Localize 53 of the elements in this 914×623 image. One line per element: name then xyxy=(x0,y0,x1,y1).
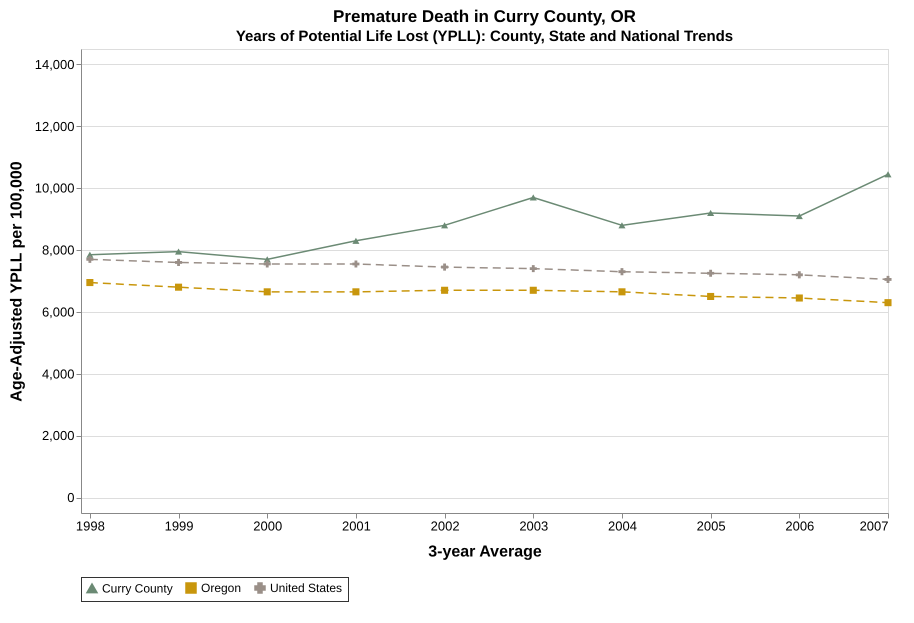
x-tick-label: 2002 xyxy=(430,518,460,534)
legend-label: United States xyxy=(270,581,342,595)
point xyxy=(175,258,182,266)
point xyxy=(441,222,448,228)
x-tick-label: 2003 xyxy=(519,518,548,534)
x-axis-title: 3-year Average xyxy=(428,544,542,560)
point xyxy=(884,299,892,306)
point xyxy=(352,238,360,244)
chart-subtitle: Years of Potential Life Lost (YPLL): County, State and National Trends xyxy=(236,28,734,45)
legend-label: Oregon xyxy=(201,581,242,595)
y-tick-label: 6,000 xyxy=(42,304,74,320)
point xyxy=(175,284,182,291)
point xyxy=(530,265,537,272)
x-tick-label: 1999 xyxy=(164,518,194,534)
point xyxy=(618,268,626,276)
point xyxy=(264,260,271,268)
y-axis-title: Age-Adjusted YPLL per 100,000 xyxy=(8,161,26,402)
point xyxy=(175,248,182,255)
point xyxy=(530,194,537,201)
y-tick-label: 10,000 xyxy=(34,180,74,196)
point xyxy=(530,286,537,294)
legend-label: Curry County xyxy=(102,581,173,596)
point xyxy=(707,210,714,216)
y-tick-label: 0 xyxy=(67,490,74,506)
x-tick-label: 2001 xyxy=(342,518,371,534)
point xyxy=(441,286,448,294)
point xyxy=(796,212,803,220)
y-tick-label: 4,000 xyxy=(42,366,74,382)
point xyxy=(796,294,803,302)
point xyxy=(86,256,94,263)
x-tick-label: 1998 xyxy=(76,518,105,534)
x-tick-label: 2004 xyxy=(608,518,637,534)
point xyxy=(707,270,714,277)
x-tick-label: 2007 xyxy=(860,518,888,534)
chart-title: Premature Death in Curry County, OR xyxy=(333,7,636,26)
point xyxy=(618,288,626,296)
point xyxy=(884,171,892,178)
y-tick-label: 2,000 xyxy=(42,428,74,444)
x-tick-label: 2006 xyxy=(785,518,814,534)
x-tick-label: 2005 xyxy=(696,518,726,534)
point xyxy=(352,260,360,268)
y-tick-label: 8,000 xyxy=(42,242,74,258)
point xyxy=(441,264,448,271)
point xyxy=(352,288,360,296)
point xyxy=(618,222,626,228)
point xyxy=(884,276,892,283)
point xyxy=(707,292,714,300)
point xyxy=(86,279,94,286)
x-tick-label: 2000 xyxy=(253,518,282,534)
point xyxy=(264,288,271,296)
y-tick-label: 14,000 xyxy=(34,56,74,72)
y-tick-label: 12,000 xyxy=(34,118,74,134)
point xyxy=(796,271,803,278)
